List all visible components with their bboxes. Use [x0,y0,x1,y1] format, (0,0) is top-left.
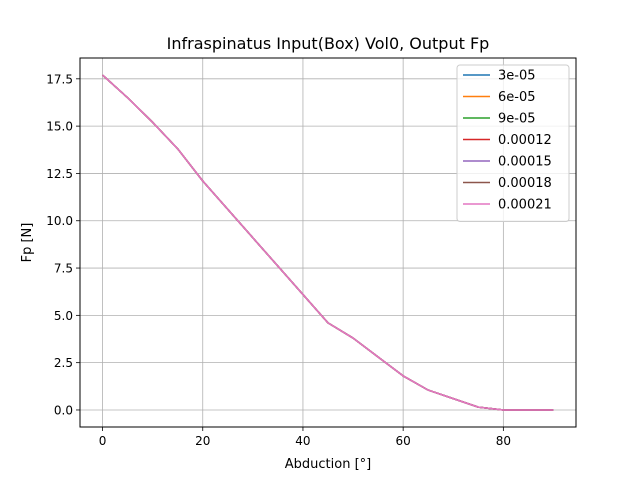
x-tick-label: 40 [295,434,310,448]
series-line [102,74,554,411]
legend-label: 0.00018 [498,176,552,191]
x-tick-label: 20 [195,434,210,448]
y-tick-label: 7.5 [54,262,73,276]
x-axis-ticks: 0 20 40 60 80 [99,427,511,448]
y-tick-label: 0.0 [54,403,73,417]
legend-label: 3e-05 [498,69,536,84]
legend-label: 0.00021 [498,198,552,213]
legend: 3e-05 6e-05 9e-05 0.00012 0.00015 0.00018 0.00… [456,64,570,222]
x-axis-label: Abduction [°] [285,457,371,472]
y-tick-label: 5.0 [54,309,73,323]
legend-label: 6e-05 [498,90,536,105]
y-axis-ticks: 0.0 2.5 5.0 7.5 10.0 12.5 15.0 17.5 [46,72,80,417]
x-tick-label: 0 [99,434,107,448]
legend-label: 9e-05 [498,112,536,127]
y-tick-label: 10.0 [46,214,73,228]
x-tick-label: 80 [496,434,511,448]
x-tick-label: 60 [396,434,411,448]
y-tick-label: 15.0 [46,120,73,134]
y-tick-label: 12.5 [46,167,73,181]
y-axis-label: Fp [N] [20,223,35,263]
y-tick-label: 2.5 [54,356,73,370]
y-tick-label: 17.5 [46,72,73,86]
legend-label: 0.00015 [498,155,552,170]
plot-frame [79,57,577,428]
series-lines [102,74,554,411]
chart-title: Infraspinatus Input(Box) Vol0, Output Fp [167,34,490,53]
legend-label: 0.00012 [498,133,552,148]
